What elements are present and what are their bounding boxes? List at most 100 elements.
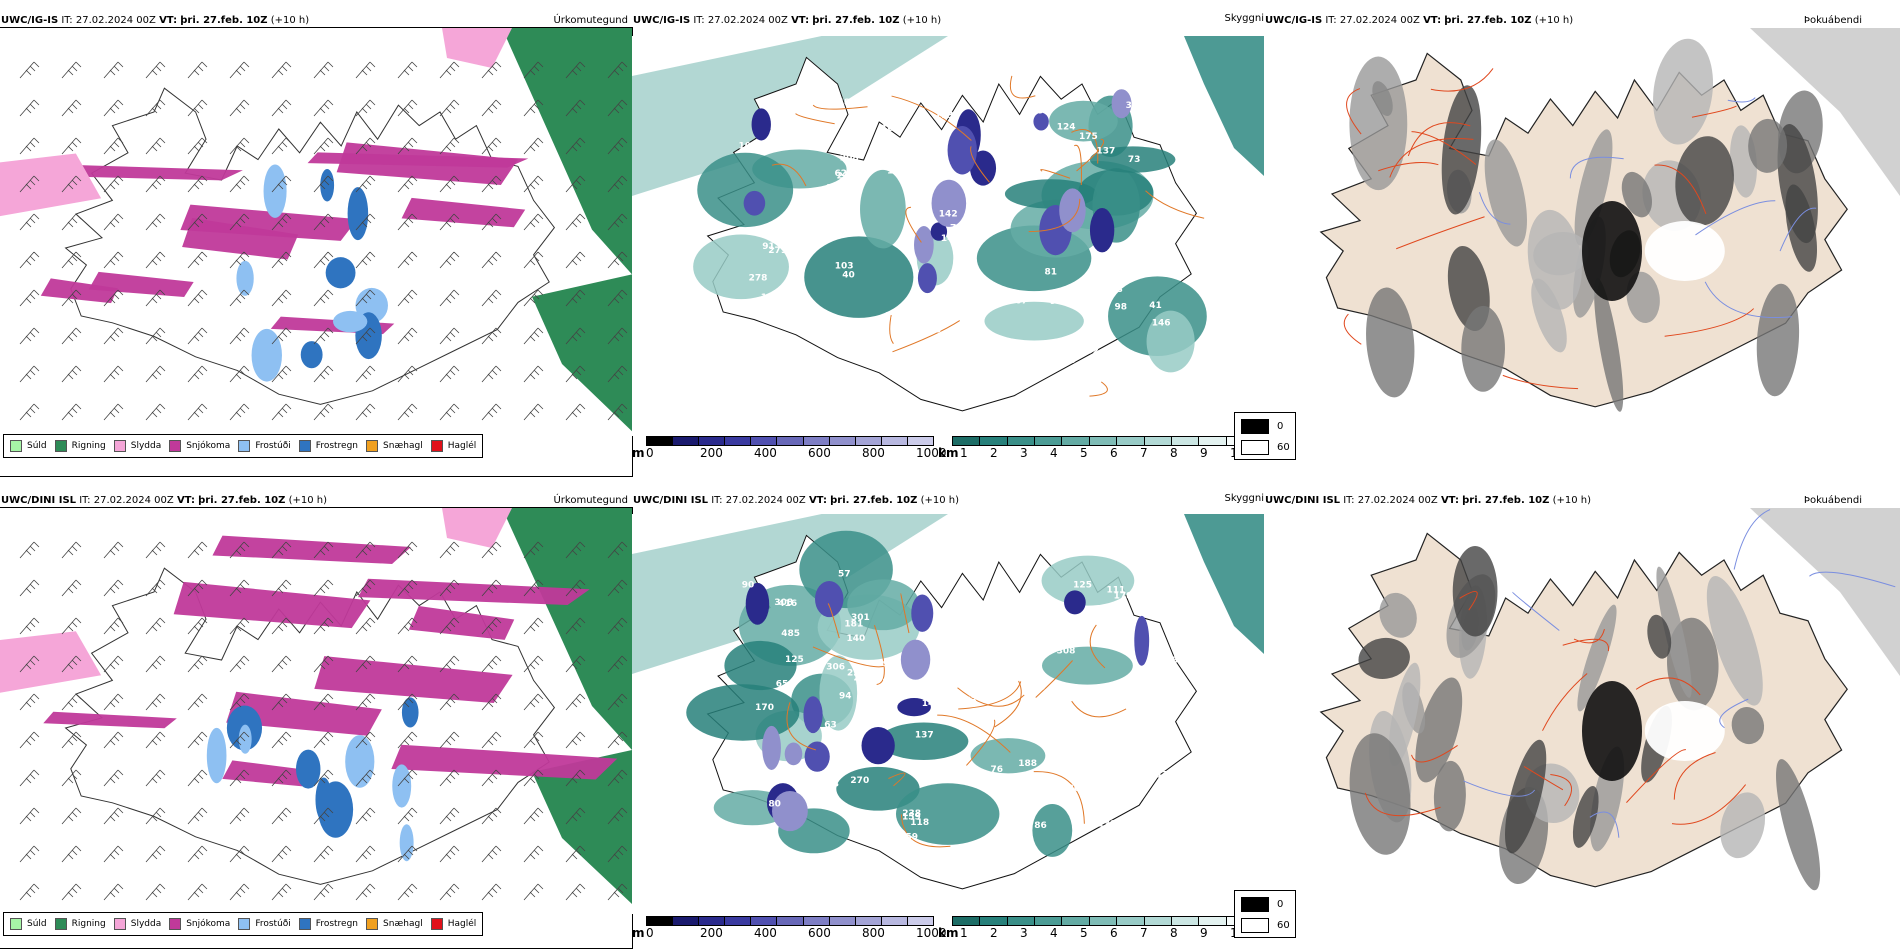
freezing-area <box>333 310 368 333</box>
wind-barb <box>313 175 334 193</box>
cloud-base-label: 62 <box>834 169 847 179</box>
cloud-base-label: 128 <box>820 780 839 790</box>
cloud-color-step <box>829 437 856 445</box>
wind-barb <box>103 99 124 117</box>
road-line <box>1009 75 1036 99</box>
wind-barb <box>565 693 586 711</box>
wind-barb <box>523 807 544 825</box>
wind-barb <box>103 541 124 559</box>
cloud-base-label: 388 <box>1126 101 1145 111</box>
wind-barb <box>229 541 250 559</box>
cloud-base-label: 106 <box>899 162 918 172</box>
wind-barb <box>523 289 544 307</box>
wind-barb <box>187 693 208 711</box>
river-line <box>1569 156 1624 179</box>
wind-barb <box>229 769 250 787</box>
wind-barb <box>397 579 418 597</box>
wind-barb <box>397 137 418 155</box>
wind-barb <box>565 365 586 383</box>
cloud-base-label: 56 <box>972 211 985 221</box>
vis-color-step <box>953 437 981 445</box>
low-visibility-area <box>804 236 914 318</box>
low-visibility-area <box>697 152 794 228</box>
visibility-panel-row2: UWC/DINI ISL IT: 27.02.2024 00Z VT: þri.… <box>632 493 1264 942</box>
road-line <box>1076 138 1105 172</box>
cloud-tick-label: 600 <box>808 926 831 940</box>
wind-barb <box>271 289 292 307</box>
cloud-base-label: 92 <box>1050 297 1063 307</box>
legend-swatch <box>10 918 22 930</box>
low-visibility-area <box>1184 36 1264 176</box>
cloud-base-label: 270 <box>994 615 1013 625</box>
terrain-shading <box>1415 677 1463 783</box>
wind-barb <box>439 99 460 117</box>
cloud-base-label: 227 <box>985 686 1004 696</box>
cloud-base-label: 53 <box>965 696 978 706</box>
wind-barb <box>229 251 250 269</box>
wind-barb <box>103 845 124 863</box>
wind-barb <box>481 61 502 79</box>
wind-barb <box>313 61 334 79</box>
wind-barb <box>565 579 586 597</box>
wind-barb <box>565 731 586 749</box>
low-visibility-area <box>860 169 906 249</box>
wind-barb <box>61 579 82 597</box>
terrain-shading <box>1748 118 1788 173</box>
road-line <box>1542 673 1588 731</box>
rain-area <box>502 508 632 750</box>
wind-barb <box>229 175 250 193</box>
vis-tick-label: 2 <box>990 446 998 460</box>
freezing-area <box>251 328 282 382</box>
river-line <box>1704 281 1793 318</box>
low-cloud-area <box>1111 89 1132 119</box>
road-line <box>1073 144 1082 186</box>
wind-barb <box>397 61 418 79</box>
it-value: 27.02.2024 00Z <box>707 15 788 26</box>
wind-barb <box>355 731 376 749</box>
wind-barb <box>565 845 586 863</box>
low-visibility-area <box>984 301 1084 341</box>
wind-barb <box>271 769 292 787</box>
wind-barb <box>523 845 544 863</box>
cloud-base-label: 90 <box>742 580 755 590</box>
road-line <box>873 625 885 685</box>
road-line <box>888 772 906 787</box>
wind-barb <box>481 403 502 421</box>
vis-color-step <box>980 437 1008 445</box>
vt-label: VT: <box>791 15 810 26</box>
low-visibility-area <box>1184 514 1264 654</box>
cloud-tick-label: 200 <box>700 446 723 460</box>
precip-legend-item: Snæhagl <box>366 918 423 930</box>
wind-barb <box>61 693 82 711</box>
river-line <box>1463 780 1536 797</box>
it-value: 27.02.2024 00Z <box>1357 495 1438 506</box>
wind-barb <box>103 61 124 79</box>
cloud-color-step <box>907 917 934 925</box>
cloud-base-label: 48 <box>838 98 851 108</box>
wind-barb <box>145 807 166 825</box>
wind-barb <box>187 617 208 635</box>
road-line <box>957 687 1025 707</box>
wind-barb <box>607 693 628 711</box>
cloud-base-scale: m 0 200 400 600 800 1000 <box>632 916 947 942</box>
legend-swatch <box>169 918 182 930</box>
wind-barb <box>481 579 502 597</box>
panel-header: UWC/IG-IS IT: 27.02.2024 00Z VT: þri. 27… <box>633 14 941 28</box>
freezing-area <box>392 764 412 808</box>
river-line <box>1727 97 1756 103</box>
wind-barb <box>19 99 40 117</box>
wind-barb <box>313 769 334 787</box>
cloud-base-label: 67 <box>1015 296 1028 306</box>
river-line <box>1589 811 1620 838</box>
wind-barb <box>145 251 166 269</box>
freezing-area <box>263 164 287 218</box>
low-cloud-area <box>930 222 948 241</box>
wind-barb <box>145 541 166 559</box>
model-name: UWC/DINI ISL <box>633 495 709 506</box>
vis-color-step <box>1089 437 1118 445</box>
freezing-area <box>320 169 335 202</box>
wind-barb <box>187 327 208 345</box>
low-cloud-area <box>897 698 931 717</box>
road-line <box>1343 313 1362 345</box>
snow-area <box>40 278 118 304</box>
